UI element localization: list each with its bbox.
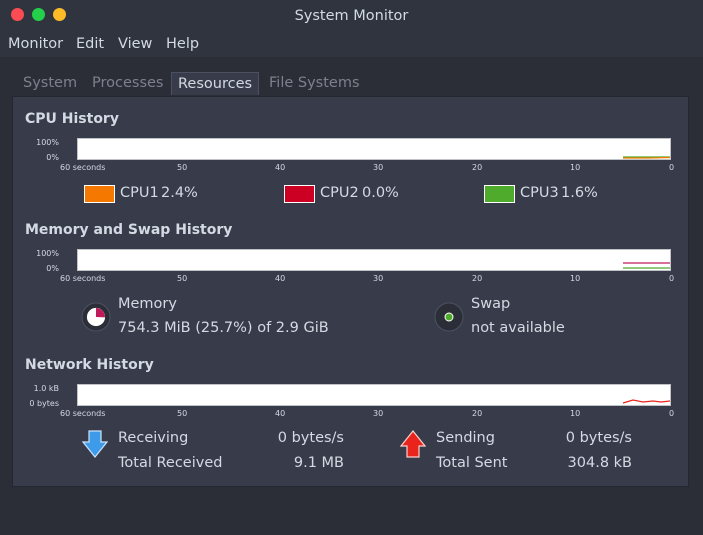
memory-history-graph [77, 249, 671, 271]
memory-usage-wedge [96, 308, 105, 318]
memory-label: Memory [118, 296, 177, 312]
memory-x-label: 40 [275, 274, 286, 283]
memory-x-label: 0 [669, 274, 675, 283]
cpu-x-label: 30 [373, 163, 384, 172]
cpu-history-graph [77, 138, 671, 160]
close-window-button[interactable] [11, 8, 24, 21]
cpu2-value: 0.0% [362, 185, 399, 201]
cpu-history-title: CPU History [25, 111, 119, 127]
menu-view[interactable]: View [118, 36, 153, 52]
total-sent-value: 304.8 kB [567, 455, 632, 471]
cpu3-color-swatch[interactable] [484, 185, 515, 203]
network-x-label: 50 [177, 409, 188, 418]
memory-pie-icon[interactable] [81, 302, 111, 332]
sending-arrow-icon[interactable] [400, 430, 426, 458]
total-received-label: Total Received [118, 455, 223, 471]
network-history-title: Network History [25, 357, 154, 373]
network-x-label: 30 [373, 409, 384, 418]
cpu2-color-swatch[interactable] [284, 185, 315, 203]
receiving-label: Receiving [118, 430, 189, 446]
swap-value: not available [471, 320, 565, 336]
sending-value: 0 bytes/s [565, 430, 632, 446]
menu-help[interactable]: Help [166, 36, 200, 52]
receiving-value: 0 bytes/s [277, 430, 344, 446]
cpu-x-label: 50 [177, 163, 188, 172]
memory-value: 754.3 MiB (25.7%) of 2.9 GiB [118, 320, 329, 336]
receiving-arrow-icon[interactable] [82, 430, 108, 458]
cpu1-color-swatch[interactable] [84, 185, 115, 203]
total-received-value: 9.1 MB [293, 455, 344, 471]
memory-x-label: 10 [570, 274, 581, 283]
network-y-label-max: 1.0 kB [33, 384, 59, 393]
network-x-label: 40 [275, 409, 286, 418]
memory-y-label-max: 100% [36, 249, 59, 258]
window-title: System Monitor [294, 8, 409, 24]
cpu3-value: 1.6% [561, 185, 598, 201]
cpu1-line [623, 156, 670, 159]
network-x-label: 0 [669, 409, 675, 418]
network-history-graph [77, 384, 671, 406]
cpu1-label: CPU1 [120, 185, 159, 201]
maximize-window-button[interactable] [32, 8, 45, 21]
cpu-y-label-max: 100% [36, 138, 59, 147]
memory-x-label: 60 seconds [60, 274, 106, 283]
memory-x-label: 20 [472, 274, 483, 283]
title-bar: System Monitor [0, 0, 703, 33]
memory-history-title: Memory and Swap History [25, 222, 233, 238]
cpu1-value: 2.4% [161, 185, 198, 201]
minimize-window-button[interactable] [53, 8, 66, 21]
tab-resources[interactable]: Resources [171, 72, 260, 95]
sending-label: Sending [436, 430, 495, 446]
swap-label: Swap [471, 296, 511, 312]
network-graph-lines [622, 399, 670, 404]
cpu2-label: CPU2 [320, 185, 359, 201]
memory-x-label: 50 [177, 274, 188, 283]
memory-x-label: 30 [373, 274, 384, 283]
cpu-x-label: 10 [570, 163, 581, 172]
cpu-graph-lines [623, 156, 670, 159]
network-x-label: 10 [570, 409, 581, 418]
cpu-x-label: 0 [669, 163, 675, 172]
tab-system[interactable]: System [23, 75, 78, 91]
cpu-y-label-min: 0% [46, 153, 59, 162]
cpu-x-label: 40 [275, 163, 286, 172]
resources-panel: CPU History 100% 0% 60 seconds 50 40 30 … [12, 96, 689, 487]
cpu-x-label: 20 [472, 163, 483, 172]
menu-edit[interactable]: Edit [76, 36, 105, 52]
cpu-x-label: 60 seconds [60, 163, 106, 172]
tab-processes[interactable]: Processes [92, 75, 164, 91]
total-sent-label: Total Sent [436, 455, 508, 471]
sending-line [622, 399, 670, 404]
network-x-label: 20 [472, 409, 483, 418]
menu-bar: Monitor Edit View Help [0, 33, 703, 57]
memory-y-label-min: 0% [46, 264, 59, 273]
menu-monitor[interactable]: Monitor [8, 36, 64, 52]
tab-bar: System Processes Resources File Systems [0, 72, 703, 96]
swap-pie-icon[interactable] [434, 302, 464, 332]
memory-graph-lines [623, 262, 670, 269]
network-x-label: 60 seconds [60, 409, 106, 418]
network-y-label-min: 0 bytes [29, 399, 59, 408]
cpu3-label: CPU3 [520, 185, 559, 201]
tab-file-systems[interactable]: File Systems [269, 75, 360, 91]
